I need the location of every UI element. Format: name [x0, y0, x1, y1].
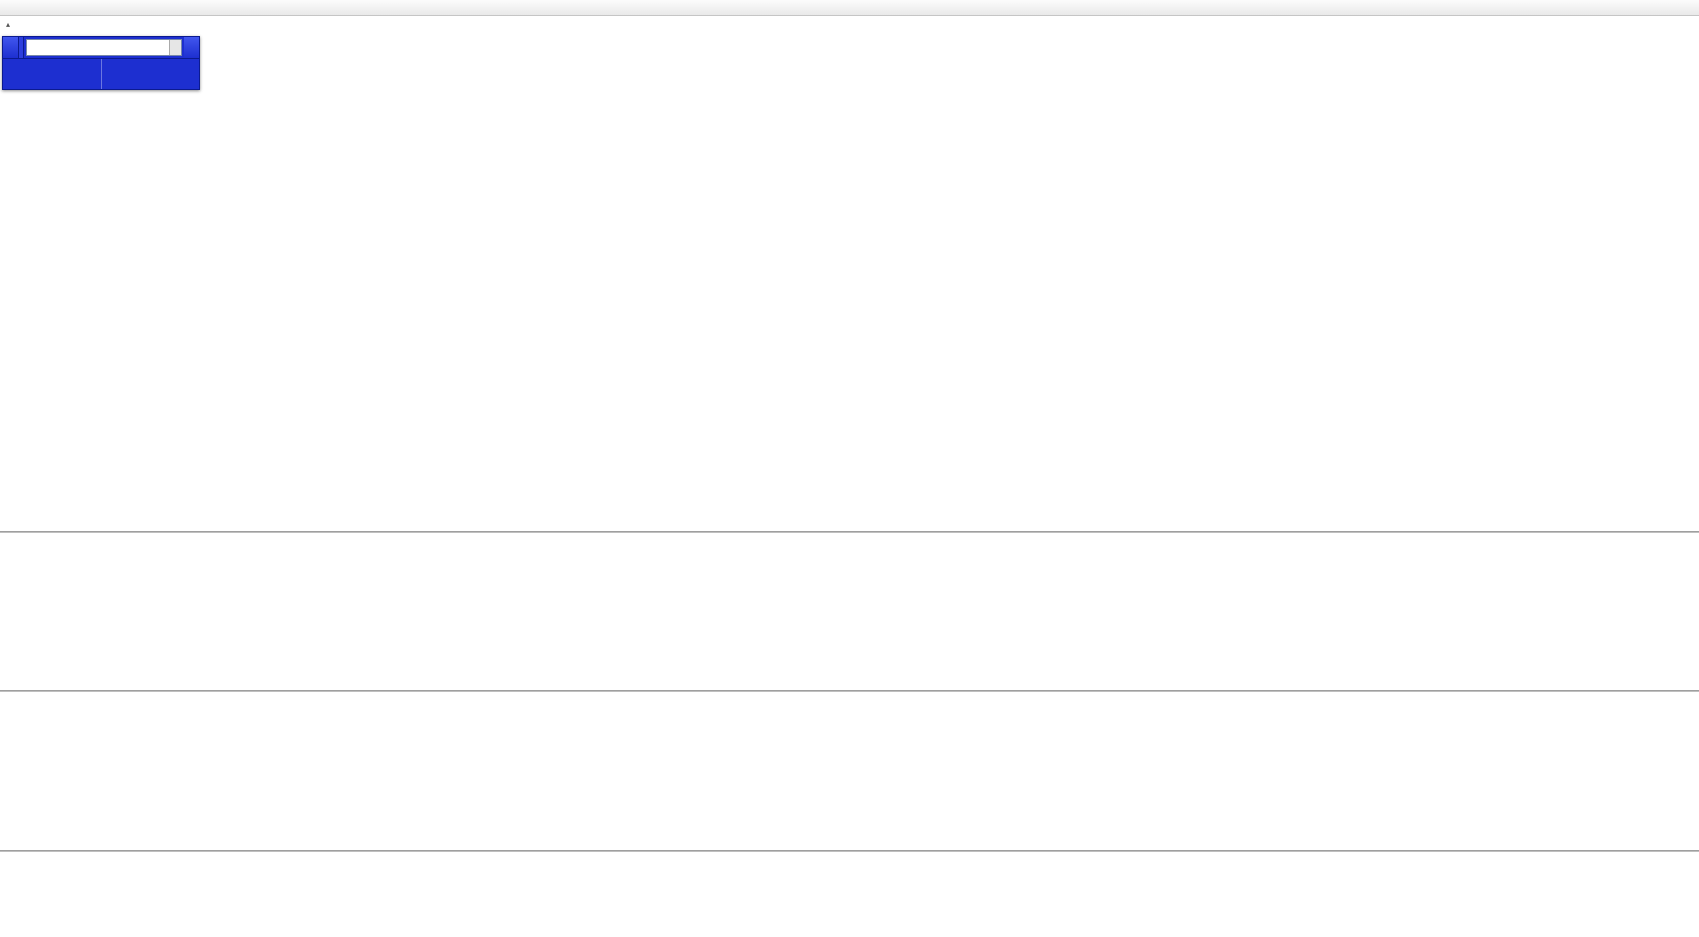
order-type-dropdown-icon[interactable]: [18, 37, 24, 58]
panel-separator[interactable]: [0, 850, 1699, 852]
volume-up-icon[interactable]: [170, 40, 181, 48]
volume-down-icon[interactable]: [170, 48, 181, 56]
chart-ohlc-info: ▴: [6, 19, 19, 30]
macd-panel[interactable]: [0, 533, 1699, 690]
collapse-icon[interactable]: ▴: [6, 20, 11, 29]
buy-button[interactable]: [183, 37, 199, 58]
rsi-panel[interactable]: [0, 692, 1699, 850]
volume-box: [25, 39, 182, 56]
sell-button[interactable]: [3, 37, 19, 58]
one-click-trading-panel: [2, 36, 200, 90]
toolbar: [0, 0, 1699, 16]
volume-input[interactable]: [26, 40, 169, 55]
panel-separator[interactable]: [0, 690, 1699, 692]
time-axis[interactable]: [0, 852, 1699, 870]
main-chart[interactable]: [0, 16, 1699, 533]
panel-separator[interactable]: [0, 531, 1699, 533]
buy-price[interactable]: [102, 59, 200, 89]
sell-price[interactable]: [3, 59, 102, 89]
volume-stepper[interactable]: [168, 40, 181, 56]
